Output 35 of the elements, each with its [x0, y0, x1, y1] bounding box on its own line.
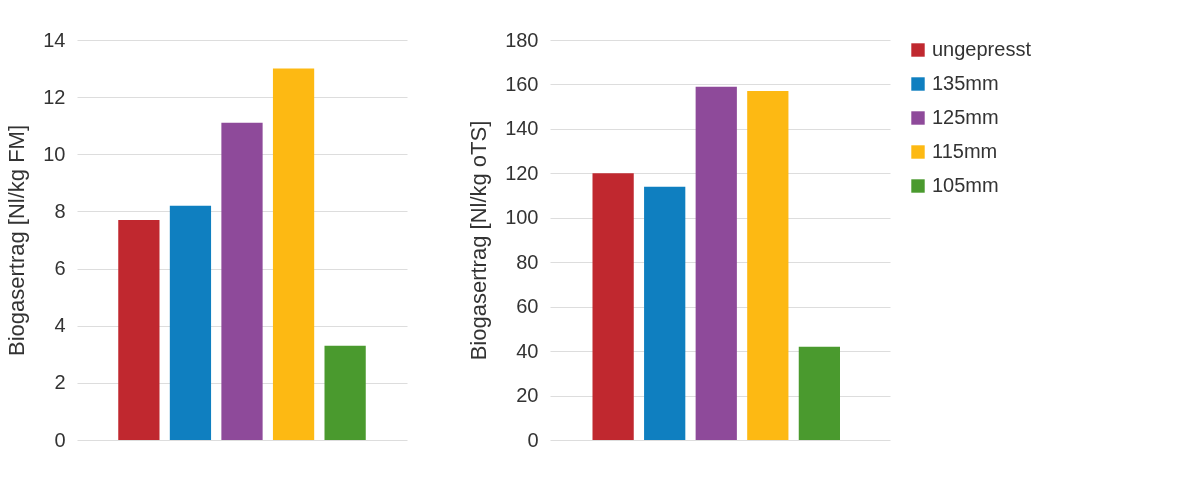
legend-label: ungepresst — [932, 38, 1032, 60]
legend-label: 135mm — [932, 72, 999, 94]
y-axis-title: Biogasertrag [Nl/kg oTS] — [466, 120, 492, 361]
y-tick-label: 80 — [516, 250, 539, 273]
y-tick-label: 160 — [505, 72, 539, 95]
bar — [747, 91, 789, 440]
legend-label: 115mm — [932, 140, 998, 162]
bar — [592, 173, 634, 440]
y-tick-label: 40 — [516, 339, 539, 362]
y-tick-label: 10 — [43, 142, 66, 165]
bar — [324, 345, 366, 440]
y-tick-label: 12 — [43, 85, 66, 108]
y-tick-label: 6 — [54, 257, 66, 280]
y-tick-label: 140 — [505, 117, 539, 140]
legend-label: 105mm — [932, 174, 999, 196]
y-tick-label: 60 — [516, 295, 539, 318]
y-tick-label: 14 — [43, 28, 66, 51]
y-tick-label: 2 — [54, 371, 66, 394]
y-tick-label: 100 — [505, 206, 539, 229]
y-axis-title: Biogasertrag [Nl/kg FM] — [4, 124, 30, 357]
bar — [169, 205, 212, 440]
bar — [272, 68, 315, 440]
y-tick-label: 180 — [505, 28, 539, 51]
bar — [798, 346, 840, 440]
y-tick-label: 20 — [516, 384, 539, 407]
y-tick-label: 4 — [54, 314, 66, 337]
y-tick-label: 0 — [527, 428, 539, 451]
bar — [221, 122, 263, 440]
y-tick-label: 120 — [505, 161, 539, 184]
y-tick-label: 0 — [54, 428, 66, 451]
bar — [695, 86, 737, 440]
bar — [644, 186, 686, 440]
legend-label: 125mm — [932, 106, 999, 128]
y-tick-label: 8 — [54, 199, 66, 222]
bar — [118, 220, 160, 440]
